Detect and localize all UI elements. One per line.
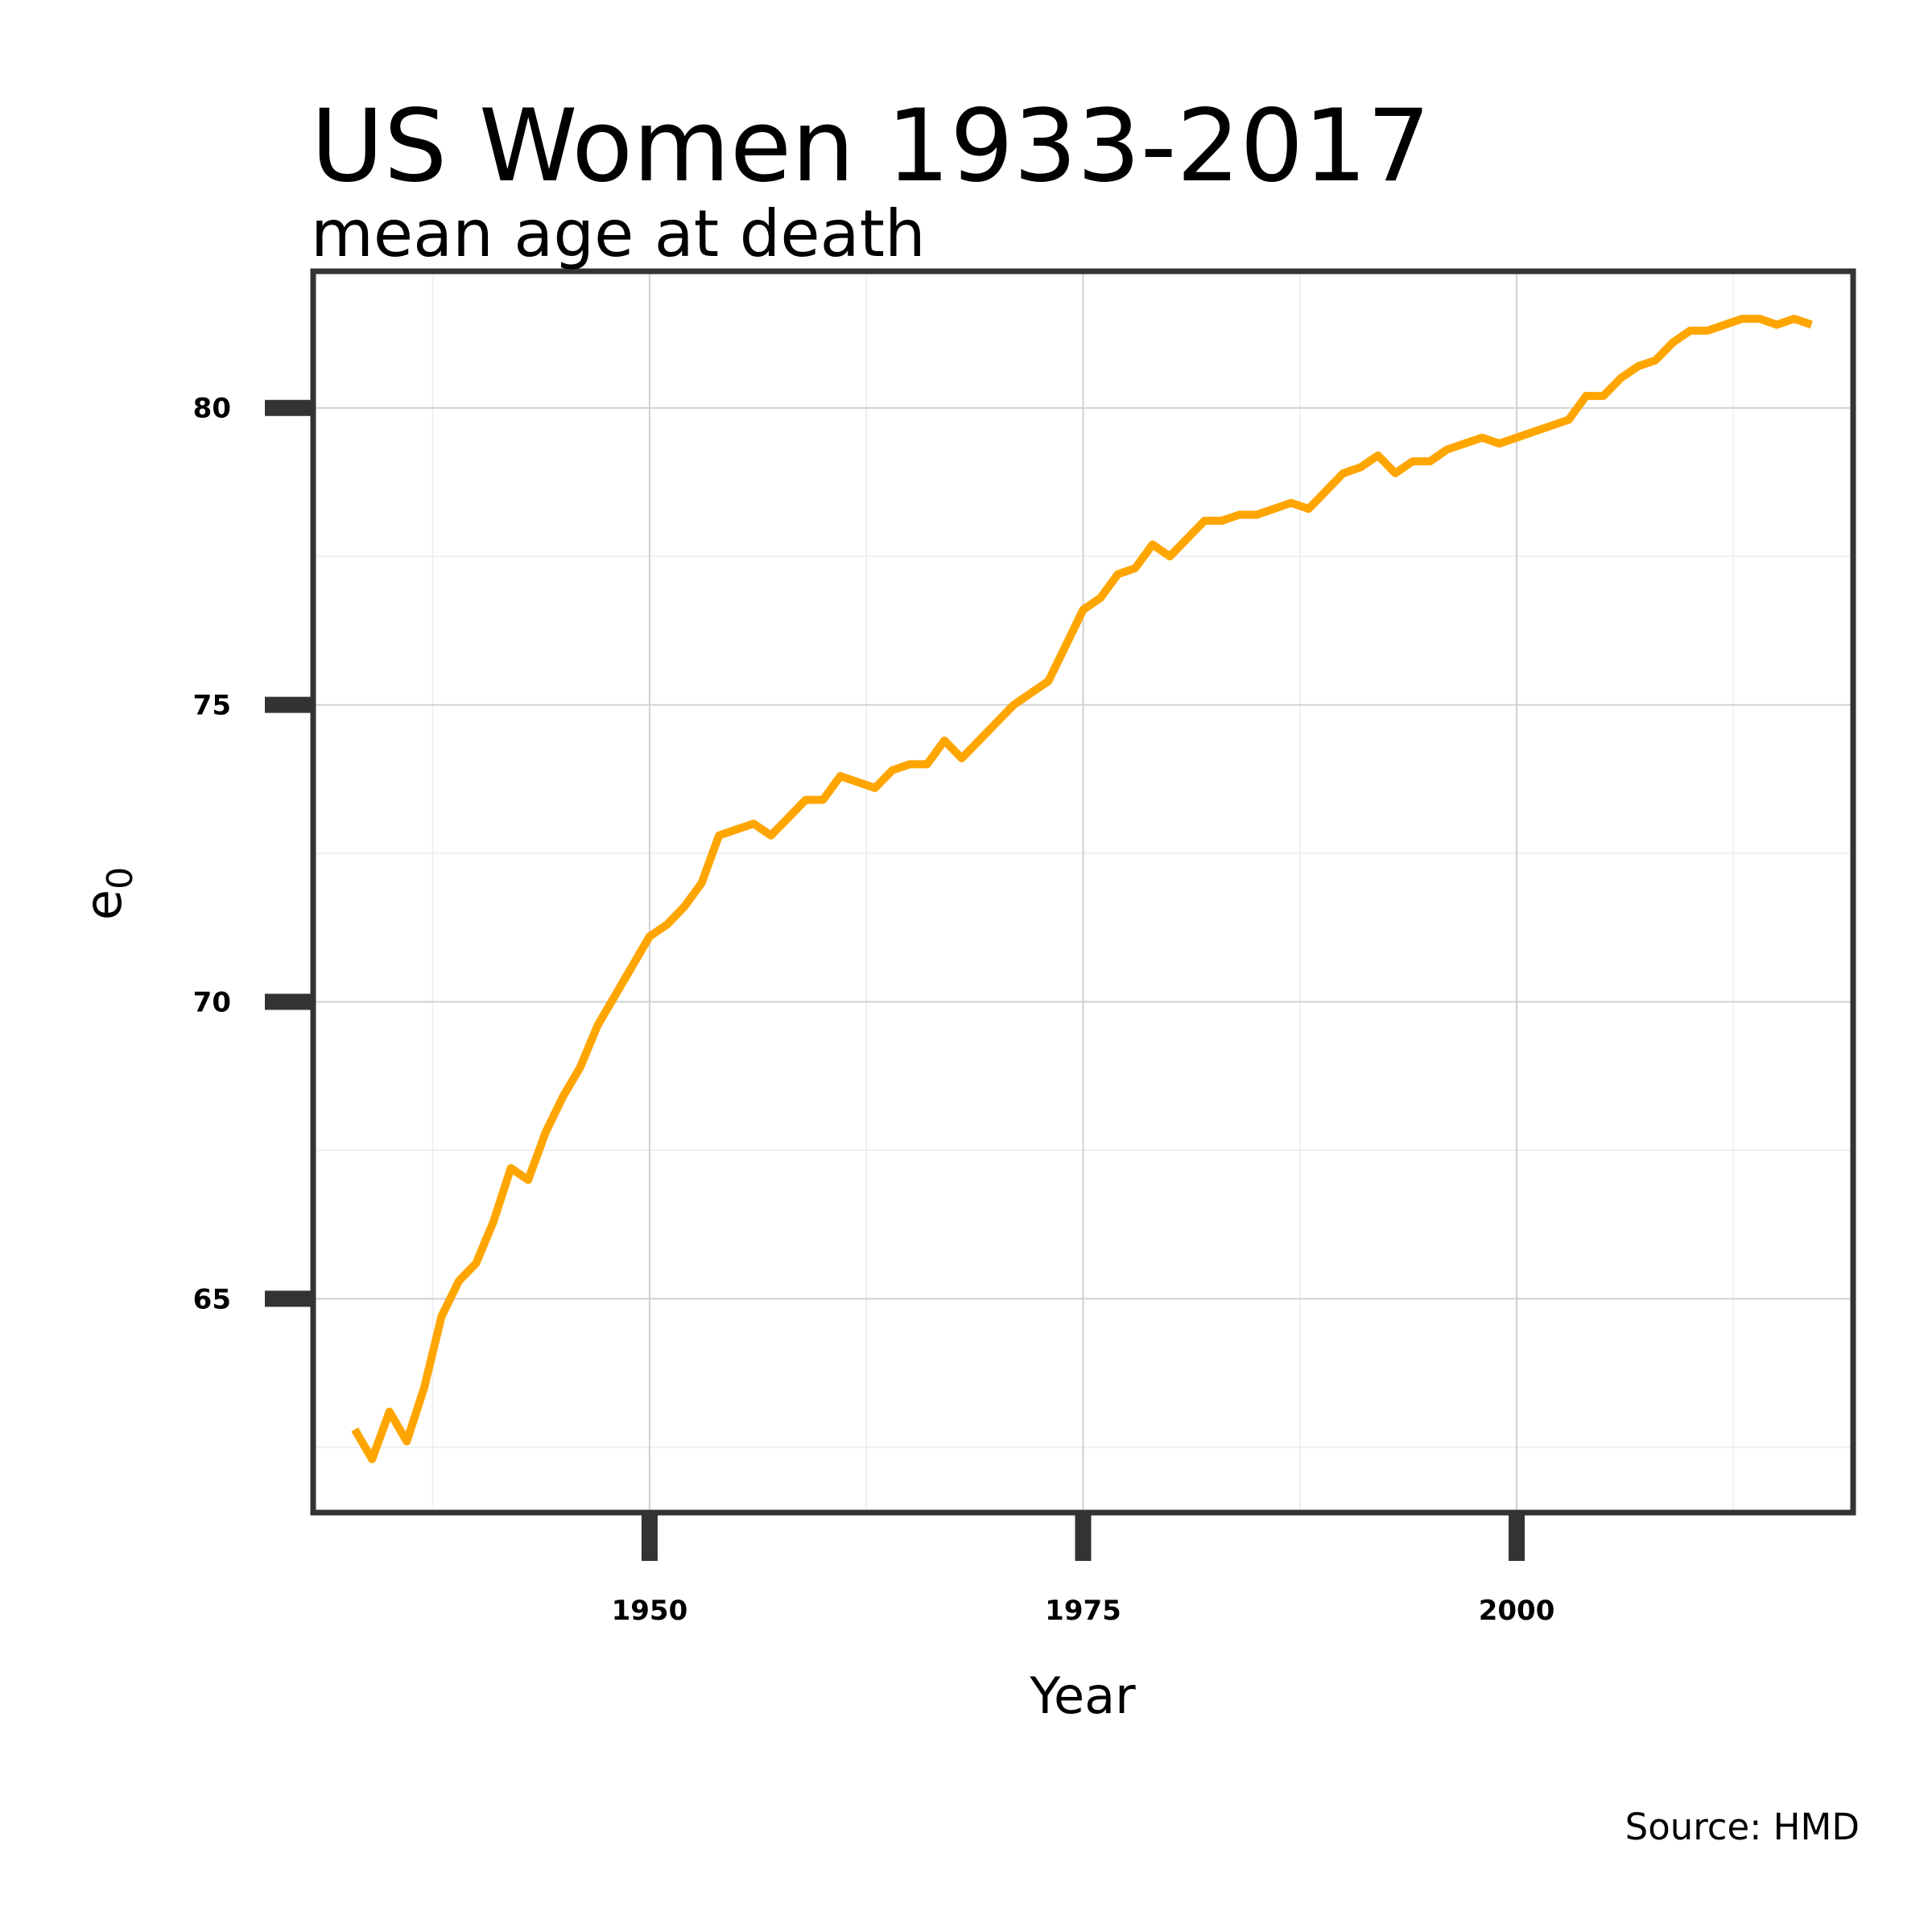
major-gridlines <box>313 271 1853 1513</box>
y-tick-label: 75 <box>193 690 231 722</box>
y-axis-title: e <box>74 890 133 920</box>
y-tick-label: 80 <box>193 393 231 425</box>
source-caption: Source: HMD <box>1625 1806 1860 1848</box>
x-tick-label: 2000 <box>1479 1595 1555 1627</box>
y-tick-label: 70 <box>193 986 231 1018</box>
x-tick-label: 1950 <box>612 1595 688 1627</box>
axis-ticks <box>265 399 1525 1561</box>
y-axis-title-subscript: 0 <box>100 867 141 890</box>
y-axis-title-group: e0 <box>74 867 141 920</box>
chart-subtitle: mean age at death <box>311 196 926 271</box>
x-axis-title: Year <box>1029 1666 1136 1725</box>
axis-tick-labels: 1950 1975 2000 65 70 75 80 <box>193 393 1555 1627</box>
y-tick-label: 65 <box>193 1283 231 1315</box>
x-tick-label: 1975 <box>1045 1595 1121 1627</box>
svg-text:e0: e0 <box>74 867 141 920</box>
series-line-e0 <box>351 315 1813 1463</box>
chart-title: US Women 1933-2017 <box>311 89 1430 204</box>
